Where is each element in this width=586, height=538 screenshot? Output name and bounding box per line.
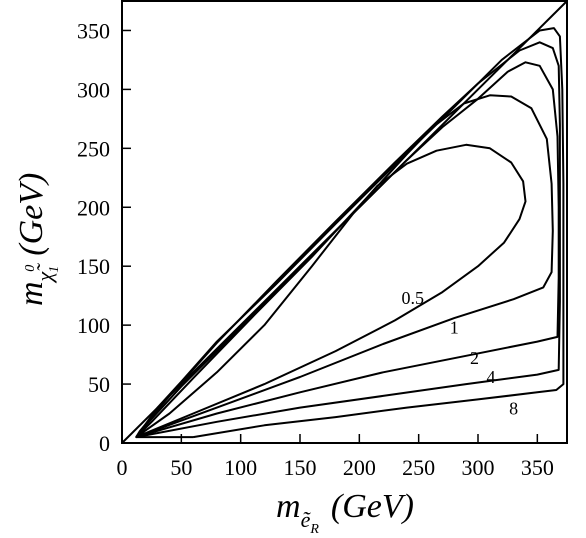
x-tick-label: 200 bbox=[343, 455, 376, 480]
contour-label: 1 bbox=[450, 317, 459, 337]
contour-label: 2 bbox=[470, 348, 479, 368]
y-axis-title-unit: (GeV) bbox=[13, 173, 50, 256]
x-axis-ticks: 0 50 100 150 200 250 300 350 bbox=[117, 434, 554, 480]
y-axis-ticks: 0 50 100 150 200 250 300 350 bbox=[77, 18, 131, 456]
y-axis-title-sup: 0 bbox=[23, 265, 38, 272]
x-tick-label: 250 bbox=[402, 455, 435, 480]
x-tick-label: 350 bbox=[521, 455, 554, 480]
x-tick-label: 150 bbox=[284, 455, 317, 480]
contour-label: 8 bbox=[509, 399, 518, 419]
y-axis-title-group: mχ̃0 1(GeV) bbox=[13, 173, 62, 306]
y-tick-label: 100 bbox=[77, 313, 110, 338]
plot-frame bbox=[121, 0, 568, 444]
y-axis-title: mχ̃0 1(GeV) bbox=[13, 173, 62, 306]
x-tick-label: 300 bbox=[462, 455, 495, 480]
contour-line-0-5 bbox=[135, 143, 527, 439]
contour-label: 4 bbox=[487, 367, 496, 387]
y-axis-title-subsub: 1 bbox=[47, 266, 62, 273]
contour-line-4 bbox=[135, 41, 561, 439]
y-tick-label: 250 bbox=[77, 136, 110, 161]
y-tick-label: 350 bbox=[77, 18, 110, 43]
x-axis-title-unit: (GeV) bbox=[331, 488, 414, 525]
y-tick-label: 50 bbox=[88, 372, 110, 397]
x-axis-title-main: m bbox=[276, 488, 301, 525]
y-axis-title-main: m bbox=[13, 281, 50, 306]
y-tick-label: 150 bbox=[77, 254, 110, 279]
kinematic-boundary-line bbox=[121, 0, 568, 444]
contour-series-group bbox=[135, 27, 565, 439]
y-tick-label: 200 bbox=[77, 195, 110, 220]
y-tick-label: 300 bbox=[77, 77, 110, 102]
contour-line-8 bbox=[135, 27, 565, 439]
contour-label: 0.5 bbox=[401, 288, 424, 308]
contour-line-1 bbox=[135, 94, 554, 439]
x-axis-title-subsub: R bbox=[309, 522, 319, 537]
x-axis-title-sub: ẽ bbox=[301, 507, 312, 532]
y-tick-label: 0 bbox=[99, 431, 110, 456]
x-tick-label: 50 bbox=[170, 455, 192, 480]
x-tick-label: 100 bbox=[224, 455, 257, 480]
x-axis-title: mẽR (GeV) bbox=[276, 488, 414, 537]
x-tick-label: 0 bbox=[117, 455, 128, 480]
